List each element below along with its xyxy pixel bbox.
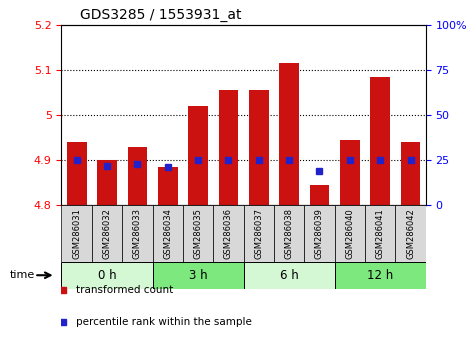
Text: GSM286041: GSM286041 <box>376 208 385 259</box>
Bar <box>249 90 269 205</box>
Bar <box>122 205 152 262</box>
Bar <box>244 262 334 289</box>
Text: transformed count: transformed count <box>76 285 173 295</box>
Text: GDS3285 / 1553931_at: GDS3285 / 1553931_at <box>79 8 241 22</box>
Bar <box>401 142 420 205</box>
Text: 12 h: 12 h <box>367 269 393 282</box>
Bar <box>92 205 122 262</box>
Bar <box>213 205 244 262</box>
Text: GSM286039: GSM286039 <box>315 208 324 259</box>
Bar <box>61 205 92 262</box>
Text: GSM286042: GSM286042 <box>406 208 415 259</box>
Text: GSM286035: GSM286035 <box>193 208 202 259</box>
Bar <box>61 262 152 289</box>
Bar <box>219 90 238 205</box>
Text: time: time <box>9 270 35 280</box>
Text: GSM286037: GSM286037 <box>254 208 263 259</box>
Bar <box>97 160 117 205</box>
Bar <box>395 205 426 262</box>
Text: percentile rank within the sample: percentile rank within the sample <box>76 317 252 327</box>
Bar <box>365 205 395 262</box>
Bar <box>67 142 87 205</box>
Bar <box>340 140 359 205</box>
Bar <box>370 77 390 205</box>
Text: 0 h: 0 h <box>98 269 116 282</box>
Text: GSM286040: GSM286040 <box>345 208 354 259</box>
Bar <box>310 185 329 205</box>
Bar <box>183 205 213 262</box>
Bar <box>244 205 274 262</box>
Text: GSM286036: GSM286036 <box>224 208 233 259</box>
Bar <box>152 262 244 289</box>
Bar <box>188 106 208 205</box>
Text: GSM286034: GSM286034 <box>163 208 172 259</box>
Text: 3 h: 3 h <box>189 269 207 282</box>
Bar <box>158 167 177 205</box>
Bar <box>304 205 334 262</box>
Bar <box>334 262 426 289</box>
Bar <box>128 147 147 205</box>
Text: 6 h: 6 h <box>280 269 298 282</box>
Text: GSM286038: GSM286038 <box>285 208 294 259</box>
Bar <box>274 205 304 262</box>
Text: GSM286033: GSM286033 <box>133 208 142 259</box>
Bar <box>279 63 299 205</box>
Text: GSM286032: GSM286032 <box>103 208 112 259</box>
Text: GSM286031: GSM286031 <box>72 208 81 259</box>
Bar <box>334 205 365 262</box>
Bar <box>152 205 183 262</box>
